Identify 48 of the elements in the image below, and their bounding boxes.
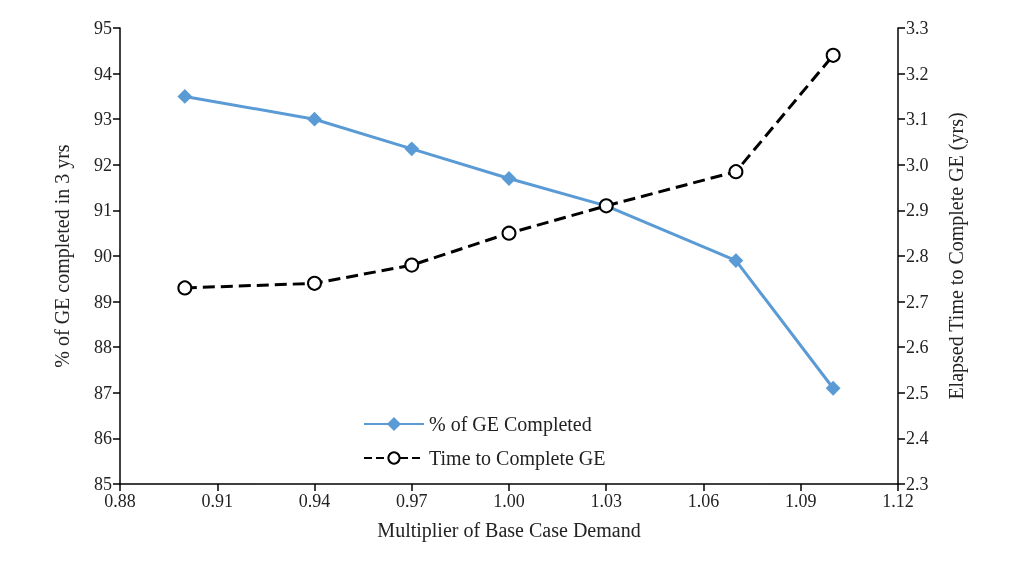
y2-tick-label: 2.9 bbox=[906, 200, 929, 221]
point bbox=[501, 225, 517, 241]
point bbox=[728, 253, 743, 268]
point bbox=[307, 112, 322, 127]
y2-tick-label: 3.2 bbox=[906, 63, 929, 84]
y2-tick-label: 3.1 bbox=[906, 109, 929, 130]
y2-tick-label: 3.0 bbox=[906, 154, 929, 175]
point bbox=[825, 47, 841, 63]
y2-tick-label: 2.4 bbox=[906, 428, 929, 449]
x-axis-title: Multiplier of Base Case Demand bbox=[377, 519, 641, 542]
y2-tick-label: 2.8 bbox=[906, 246, 929, 266]
y-tick-label: 86 bbox=[94, 428, 112, 449]
x-tick-label: 1.09 bbox=[785, 491, 817, 511]
x-tick-label: 0.97 bbox=[396, 491, 428, 511]
y-tick-label: 95 bbox=[94, 18, 112, 38]
y-tick-label: 90 bbox=[94, 246, 112, 266]
point bbox=[177, 89, 192, 104]
y2-tick-label: 2.3 bbox=[906, 474, 929, 494]
y-tick-label: 92 bbox=[94, 154, 112, 175]
x-tick-label: 1.00 bbox=[493, 491, 525, 511]
y-tick-label: 85 bbox=[94, 474, 112, 494]
y-tick-label: 89 bbox=[94, 291, 112, 312]
y-tick-label: 91 bbox=[94, 200, 112, 221]
y-tick-label: 88 bbox=[94, 337, 112, 358]
point bbox=[826, 381, 841, 396]
y2-axis-title: Elapsed Time to Complete GE (yrs) bbox=[945, 112, 968, 400]
y2-tick-label: 2.5 bbox=[906, 382, 929, 403]
y2-tick-label: 2.6 bbox=[906, 337, 929, 358]
y2-tick-label: 2.7 bbox=[906, 291, 929, 312]
x-tick-label: 1.03 bbox=[590, 491, 622, 511]
point bbox=[177, 280, 193, 296]
y-axis-title: % of GE completed in 3 yrs bbox=[51, 144, 74, 368]
x-tick-label: 0.88 bbox=[104, 491, 136, 511]
point bbox=[307, 275, 322, 291]
x-tick-label: 0.91 bbox=[201, 491, 233, 511]
point bbox=[502, 171, 516, 186]
legend-label: Time to Complete GE bbox=[429, 447, 606, 470]
y2-tick-label: 3.3 bbox=[906, 18, 929, 38]
y-tick-label: 94 bbox=[94, 63, 112, 84]
point bbox=[404, 257, 420, 273]
y-tick-label: 87 bbox=[94, 382, 112, 403]
x-tick-label: 1.12 bbox=[882, 491, 914, 511]
point bbox=[404, 141, 419, 156]
x-tick-label: 1.06 bbox=[687, 491, 720, 511]
y-tick-label: 93 bbox=[94, 109, 112, 130]
legend-label: % of GE Completed bbox=[429, 413, 592, 436]
point bbox=[728, 164, 744, 180]
x-tick-label: 0.94 bbox=[298, 491, 331, 511]
